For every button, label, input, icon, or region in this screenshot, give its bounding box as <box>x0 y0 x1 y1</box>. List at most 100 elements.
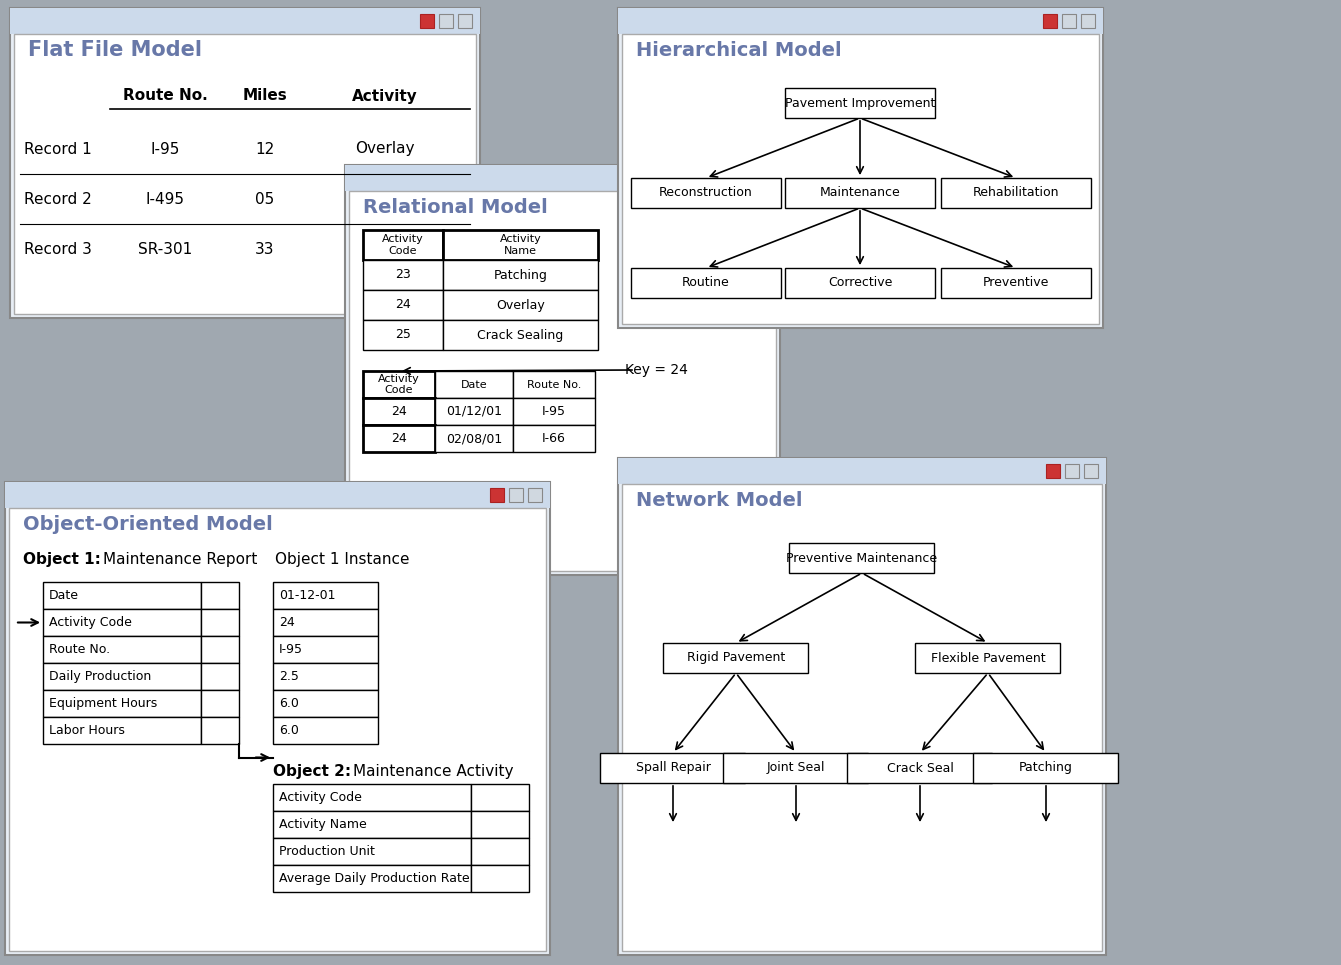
Text: Activity Name: Activity Name <box>279 818 366 831</box>
FancyBboxPatch shape <box>443 290 598 320</box>
Text: Spall Repair: Spall Repair <box>636 761 711 775</box>
FancyBboxPatch shape <box>201 609 239 636</box>
FancyBboxPatch shape <box>443 260 598 290</box>
Text: Object 1 Instance: Object 1 Instance <box>275 552 409 567</box>
Text: SR-301: SR-301 <box>138 241 192 257</box>
FancyBboxPatch shape <box>790 543 935 573</box>
Text: Joint Seal: Joint Seal <box>767 761 825 775</box>
FancyBboxPatch shape <box>9 508 546 951</box>
Text: Patching: Patching <box>1019 761 1073 775</box>
FancyBboxPatch shape <box>345 165 780 191</box>
FancyBboxPatch shape <box>528 488 542 502</box>
Text: Activity
Code: Activity Code <box>382 234 424 256</box>
FancyBboxPatch shape <box>13 34 476 314</box>
Text: I-495: I-495 <box>146 191 185 207</box>
Text: Overlay: Overlay <box>355 142 414 156</box>
Text: 01-12-01: 01-12-01 <box>279 589 335 602</box>
FancyBboxPatch shape <box>510 488 523 502</box>
FancyBboxPatch shape <box>201 690 239 717</box>
FancyBboxPatch shape <box>941 178 1092 208</box>
Text: Overlay: Overlay <box>496 298 544 312</box>
FancyBboxPatch shape <box>618 8 1104 328</box>
FancyBboxPatch shape <box>43 609 201 636</box>
FancyBboxPatch shape <box>618 458 1106 484</box>
Text: Route No.: Route No. <box>122 89 208 103</box>
FancyBboxPatch shape <box>622 484 1102 951</box>
FancyBboxPatch shape <box>739 171 754 185</box>
Text: Route No.: Route No. <box>527 379 581 390</box>
FancyBboxPatch shape <box>664 643 809 673</box>
Text: 01/12/01: 01/12/01 <box>447 405 502 418</box>
FancyBboxPatch shape <box>1062 14 1075 28</box>
Text: 12: 12 <box>255 142 275 156</box>
FancyBboxPatch shape <box>1043 14 1057 28</box>
Text: Rehabilitation: Rehabilitation <box>972 186 1059 200</box>
Text: Equipment Hours: Equipment Hours <box>50 697 157 710</box>
FancyBboxPatch shape <box>489 488 504 502</box>
Text: 02/08/01: 02/08/01 <box>445 432 502 445</box>
Text: Daily Production: Daily Production <box>50 670 152 683</box>
Text: Object-Oriented Model: Object-Oriented Model <box>23 515 272 534</box>
FancyBboxPatch shape <box>514 371 595 398</box>
Text: Patching: Patching <box>493 268 547 282</box>
FancyBboxPatch shape <box>471 784 528 811</box>
Text: I-95: I-95 <box>542 405 566 418</box>
FancyBboxPatch shape <box>201 663 239 690</box>
FancyBboxPatch shape <box>974 753 1118 783</box>
FancyBboxPatch shape <box>274 690 378 717</box>
Text: 23: 23 <box>396 268 410 282</box>
FancyBboxPatch shape <box>459 14 472 28</box>
FancyBboxPatch shape <box>941 268 1092 298</box>
FancyBboxPatch shape <box>784 268 935 298</box>
Text: 6.0: 6.0 <box>279 697 299 710</box>
FancyBboxPatch shape <box>514 425 595 452</box>
FancyBboxPatch shape <box>274 865 471 892</box>
Text: Reconstruction: Reconstruction <box>660 186 752 200</box>
Text: Key = 24: Key = 24 <box>625 363 688 377</box>
FancyBboxPatch shape <box>434 371 514 398</box>
FancyBboxPatch shape <box>1046 464 1059 478</box>
FancyBboxPatch shape <box>363 320 443 350</box>
Text: 2.5: 2.5 <box>279 670 299 683</box>
Text: Miles: Miles <box>243 89 287 103</box>
FancyBboxPatch shape <box>443 230 598 260</box>
Text: Activity: Activity <box>353 89 418 103</box>
Text: Maintenance Activity: Maintenance Activity <box>353 764 514 779</box>
FancyBboxPatch shape <box>5 482 550 508</box>
FancyBboxPatch shape <box>1084 464 1098 478</box>
FancyBboxPatch shape <box>434 425 514 452</box>
FancyBboxPatch shape <box>471 838 528 865</box>
FancyBboxPatch shape <box>434 398 514 425</box>
FancyBboxPatch shape <box>274 663 378 690</box>
Text: Object 2:: Object 2: <box>274 764 351 779</box>
Text: 6.0: 6.0 <box>279 724 299 737</box>
Text: 24: 24 <box>392 432 406 445</box>
Text: Maintenance Report: Maintenance Report <box>103 552 257 567</box>
Text: Route No.: Route No. <box>50 643 110 656</box>
Text: Rigid Pavement: Rigid Pavement <box>687 651 784 665</box>
Text: Date: Date <box>50 589 79 602</box>
FancyBboxPatch shape <box>1081 14 1096 28</box>
Text: Date: Date <box>461 379 487 390</box>
FancyBboxPatch shape <box>758 171 772 185</box>
Text: Average Daily Production Rate: Average Daily Production Rate <box>279 872 469 885</box>
Text: 24: 24 <box>396 298 410 312</box>
FancyBboxPatch shape <box>420 14 434 28</box>
FancyBboxPatch shape <box>363 230 443 260</box>
FancyBboxPatch shape <box>274 811 471 838</box>
FancyBboxPatch shape <box>274 636 378 663</box>
FancyBboxPatch shape <box>618 458 1106 955</box>
FancyBboxPatch shape <box>848 753 992 783</box>
Text: 24: 24 <box>392 405 406 418</box>
FancyBboxPatch shape <box>618 8 1104 34</box>
FancyBboxPatch shape <box>724 753 869 783</box>
FancyBboxPatch shape <box>43 717 201 744</box>
FancyBboxPatch shape <box>274 609 378 636</box>
Text: Routine: Routine <box>683 277 730 290</box>
Text: 05: 05 <box>255 191 275 207</box>
Text: Pavement Improvement: Pavement Improvement <box>784 96 935 109</box>
Text: I-95: I-95 <box>150 142 180 156</box>
FancyBboxPatch shape <box>274 717 378 744</box>
Text: Preventive: Preventive <box>983 277 1049 290</box>
FancyBboxPatch shape <box>784 88 935 118</box>
